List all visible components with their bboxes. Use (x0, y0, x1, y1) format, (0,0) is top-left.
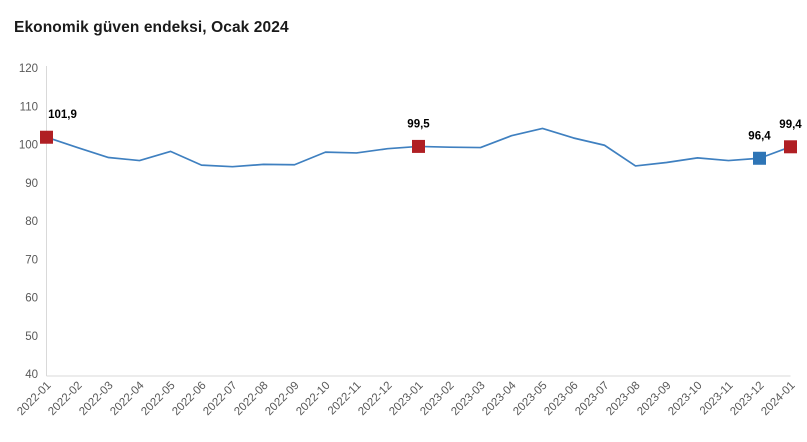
y-axis-tick-label: 50 (25, 331, 38, 343)
data-point-marker (753, 151, 766, 165)
y-axis-tick-label: 80 (25, 216, 38, 228)
y-axis-tick-label: 40 (25, 369, 38, 381)
data-point-label: 101,9 (48, 109, 77, 121)
x-axis-tick-label: 2022-10 (294, 380, 332, 418)
x-axis-tick-label: 2023-10 (666, 380, 704, 418)
data-point-label: 99,4 (779, 119, 802, 131)
x-axis-tick-label: 2024-01 (759, 380, 797, 418)
data-point-marker (784, 140, 797, 154)
data-point-marker (40, 130, 53, 144)
y-axis-tick-label: 110 (20, 101, 38, 113)
y-axis-tick-label: 60 (25, 293, 38, 305)
chart-title: Ekonomik güven endeksi, Ocak 2024 (14, 19, 289, 37)
y-axis-tick-label: 120 (19, 63, 38, 75)
y-axis-tick-label: 100 (19, 140, 38, 152)
data-point-label: 99,5 (407, 118, 430, 130)
y-axis-tick-label: 70 (25, 254, 38, 266)
data-point-label: 96,4 (748, 130, 771, 142)
data-point-marker (412, 139, 425, 153)
y-axis-tick-label: 90 (25, 178, 38, 190)
